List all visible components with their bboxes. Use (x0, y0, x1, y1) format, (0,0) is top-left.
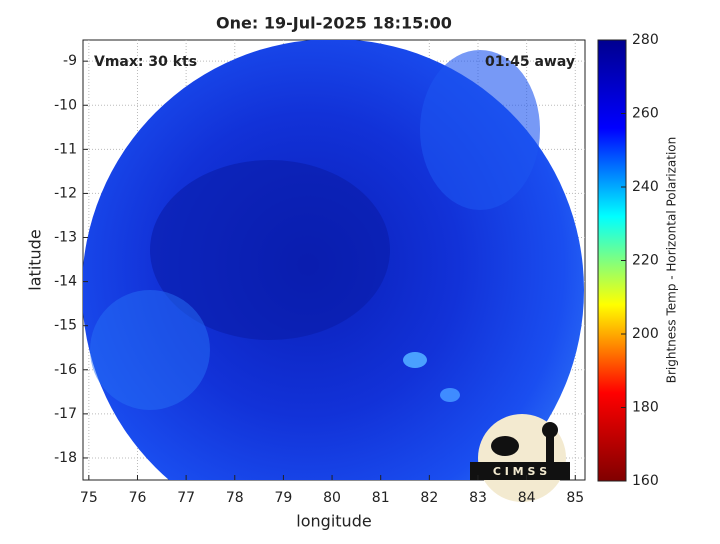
x-tick-label: 82 (420, 490, 438, 506)
y-tick-label: -13 (54, 230, 77, 246)
x-tick-label: 83 (469, 490, 487, 506)
colorbar-tick-label: 240 (632, 179, 659, 195)
colorbar-tick-label: 160 (632, 473, 659, 489)
y-axis-label: latitude (26, 229, 45, 290)
x-tick-label: 85 (566, 490, 584, 506)
cimss-logo: C I M S S (470, 414, 570, 502)
x-tick-label: 77 (177, 490, 195, 506)
y-tick-label: -17 (54, 406, 77, 422)
colorbar-label: Brightness Temp - Horizontal Polarizatio… (665, 137, 679, 384)
x-tick-label: 75 (80, 490, 98, 506)
annotation: 01:45 away (485, 54, 575, 70)
satellite-image (83, 40, 584, 480)
x-axis-label: longitude (296, 512, 371, 531)
colorbar-tick-label: 280 (632, 32, 659, 48)
x-tick-label: 78 (226, 490, 244, 506)
colorbar-tick-label: 260 (632, 106, 659, 122)
y-tick-label: -12 (54, 185, 77, 201)
colorbar-tick-label: 200 (632, 326, 659, 342)
y-tick-label: -15 (54, 318, 77, 334)
colorbar-tick-label: 180 (632, 400, 659, 416)
y-tick-label: -16 (54, 362, 77, 378)
y-tick-label: -18 (54, 450, 77, 466)
y-tick-label: -14 (54, 274, 77, 290)
annotation: Vmax: 30 kts (94, 54, 197, 70)
chart-title: One: 19-Jul-2025 18:15:00 (216, 14, 452, 33)
colorbar-tick-label: 220 (632, 253, 659, 269)
y-tick-label: -10 (54, 97, 77, 113)
x-tick-label: 80 (323, 490, 341, 506)
x-tick-label: 76 (129, 490, 147, 506)
x-tick-label: 79 (274, 490, 292, 506)
y-tick-label: -11 (54, 141, 77, 157)
x-tick-label: 81 (372, 490, 390, 506)
y-tick-label: -9 (63, 53, 77, 69)
logo-text: C I M S S (493, 465, 547, 478)
x-tick-label: 84 (518, 490, 536, 506)
